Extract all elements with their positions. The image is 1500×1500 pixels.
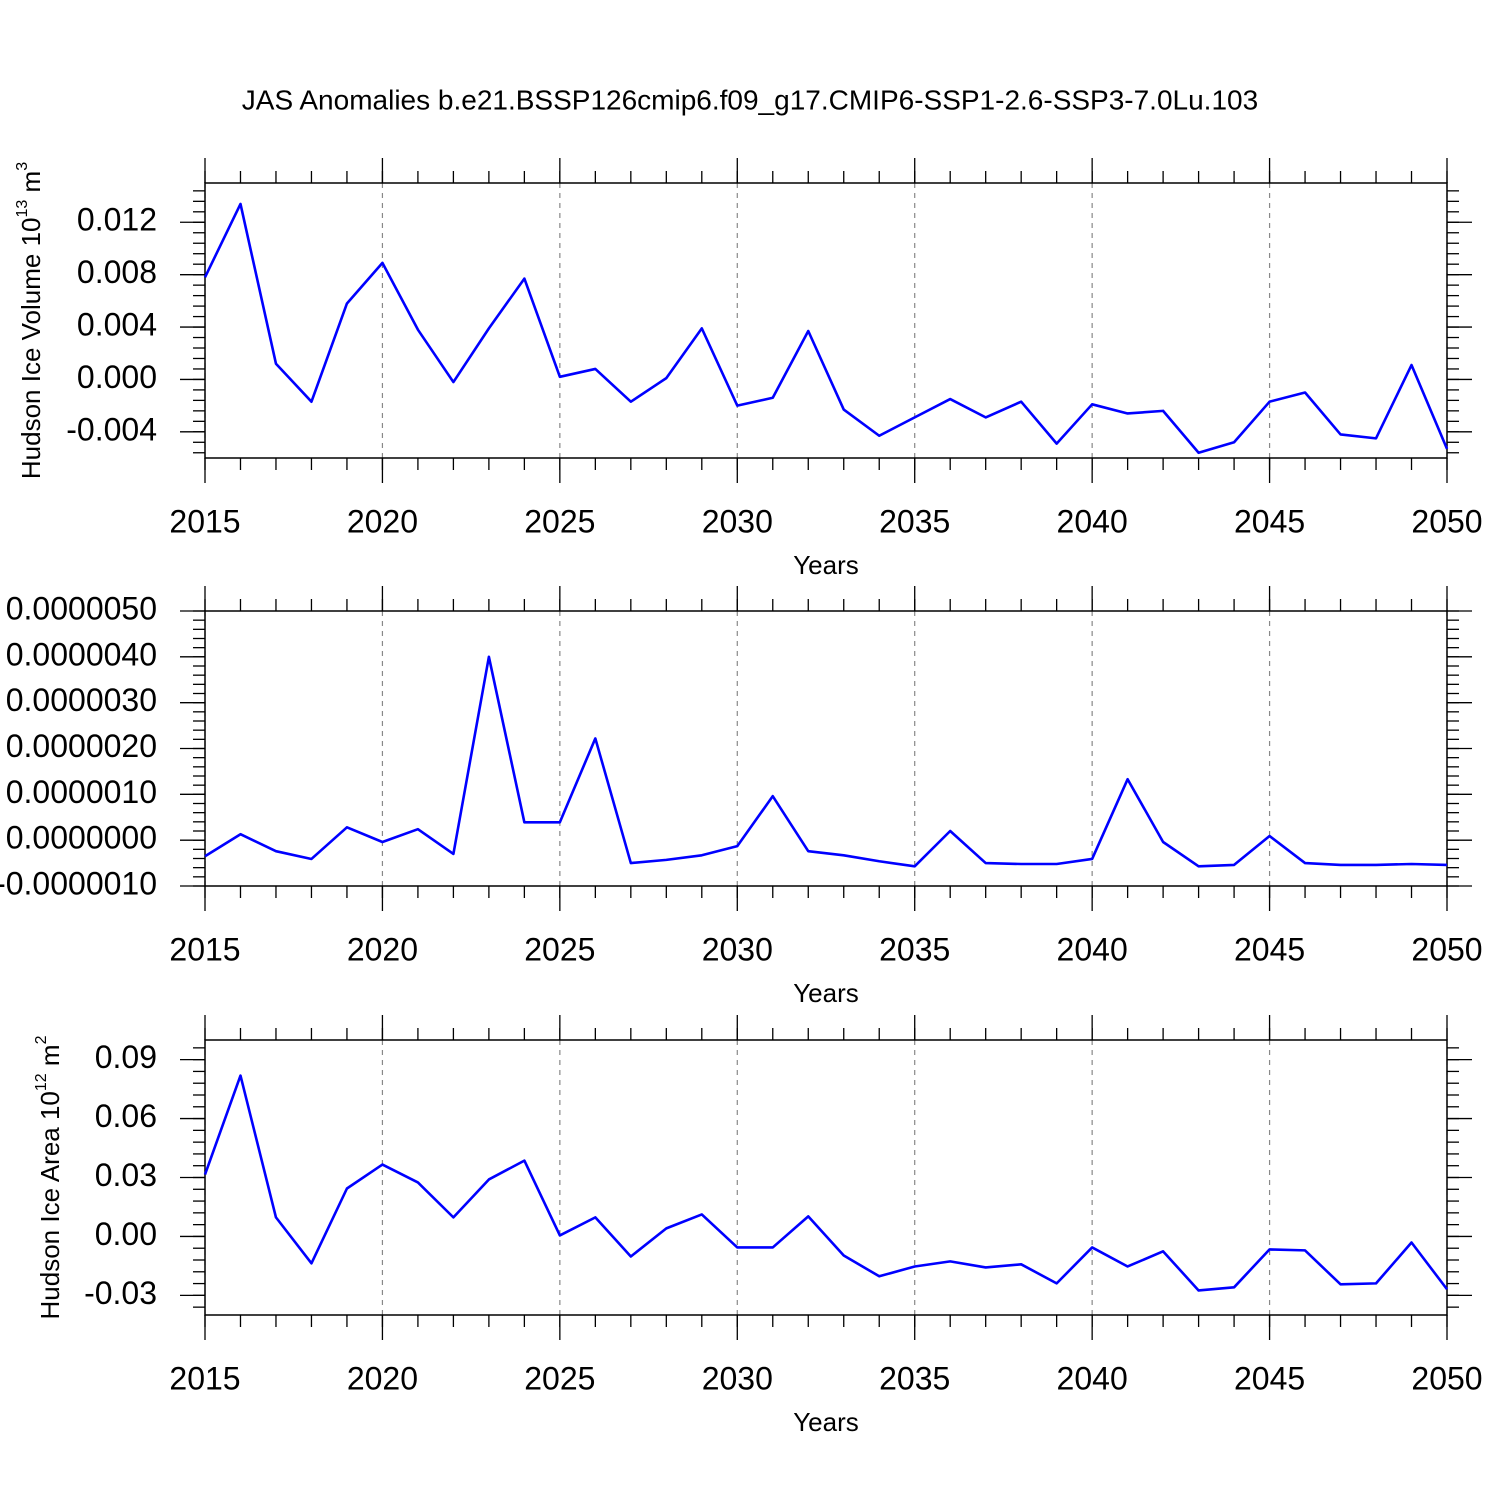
x-tick-label: 2035 xyxy=(879,931,950,967)
x-tick-label: 2030 xyxy=(702,931,773,967)
plot-frame xyxy=(204,610,1448,887)
y-tick-label: 0.00 xyxy=(95,1216,157,1252)
x-tick-label: 2040 xyxy=(1057,503,1128,539)
y-tick-label: 0.03 xyxy=(95,1157,157,1193)
x-tick-label: 2020 xyxy=(347,1360,418,1396)
y-label-text: Hudson Ice Area 10 xyxy=(35,1091,65,1319)
y-tick-label: 0.0000000 xyxy=(6,820,157,856)
x-tick-label: 2020 xyxy=(347,931,418,967)
y-tick-label: 0.0000020 xyxy=(6,728,157,764)
x-tick-label: 2045 xyxy=(1234,931,1305,967)
x-tick-label: 2030 xyxy=(702,1360,773,1396)
y-label-exponent: 13 xyxy=(14,200,31,218)
x-tick-label: 2020 xyxy=(347,503,418,539)
data-line xyxy=(204,655,1448,868)
plot-frame xyxy=(204,1039,1448,1316)
x-tick-label: 2025 xyxy=(524,503,595,539)
y-tick-label: 0.0000040 xyxy=(6,636,157,672)
y-label-unit-exponent: 2 xyxy=(33,1035,50,1044)
y-tick-label: 0.008 xyxy=(77,254,157,290)
y-label-unit: m xyxy=(16,171,46,200)
y-tick-label: 0.09 xyxy=(95,1039,157,1075)
y-axis-label: Hudson Ice Area 1012 m2 xyxy=(33,1035,65,1319)
x-tick-label: 2045 xyxy=(1234,503,1305,539)
y-tick-label: 0.06 xyxy=(95,1098,157,1134)
y-label-exponent: 12 xyxy=(33,1073,50,1091)
x-tick-label: 2040 xyxy=(1057,1360,1128,1396)
x-axis-label: Years xyxy=(793,978,859,1008)
x-axis-label: Years xyxy=(793,1407,859,1437)
y-label-text: Hudson Ice Volume 10 xyxy=(16,217,46,479)
y-tick-label: 0.000 xyxy=(77,359,157,395)
x-tick-label: 2030 xyxy=(702,503,773,539)
x-tick-label: 2015 xyxy=(169,1360,240,1396)
y-tick-label: -0.0000010 xyxy=(0,865,157,901)
x-tick-label: 2045 xyxy=(1234,1360,1305,1396)
data-line xyxy=(203,202,1449,455)
x-tick-label: 2015 xyxy=(169,503,240,539)
plot-frame xyxy=(204,182,1448,459)
y-label-unit-exponent: 3 xyxy=(14,162,31,171)
y-tick-label: 0.0000010 xyxy=(6,774,157,810)
y-tick-label: 0.0000030 xyxy=(6,682,157,718)
y-tick-label: -0.004 xyxy=(66,411,157,447)
y-label-unit: m xyxy=(35,1044,65,1073)
x-tick-label: 2025 xyxy=(524,1360,595,1396)
x-tick-label: 2015 xyxy=(169,931,240,967)
x-tick-label: 2050 xyxy=(1411,1360,1482,1396)
data-line xyxy=(203,1074,1449,1292)
x-tick-label: 2040 xyxy=(1057,931,1128,967)
y-tick-label: 0.012 xyxy=(77,202,157,238)
y-axis-label: Hudson Ice Volume 1013 m3 xyxy=(14,162,46,479)
y-tick-label: 0.004 xyxy=(77,307,157,343)
x-axis-label: Years xyxy=(793,550,859,580)
x-tick-label: 2050 xyxy=(1411,931,1482,967)
x-tick-label: 2050 xyxy=(1411,503,1482,539)
y-tick-label: 0.0000050 xyxy=(6,590,157,626)
x-tick-label: 2035 xyxy=(879,503,950,539)
chart-title: JAS Anomalies b.e21.BSSP126cmip6.f09_g17… xyxy=(242,84,1258,115)
x-tick-label: 2025 xyxy=(524,931,595,967)
x-tick-label: 2035 xyxy=(879,1360,950,1396)
y-tick-label: -0.03 xyxy=(84,1275,157,1311)
